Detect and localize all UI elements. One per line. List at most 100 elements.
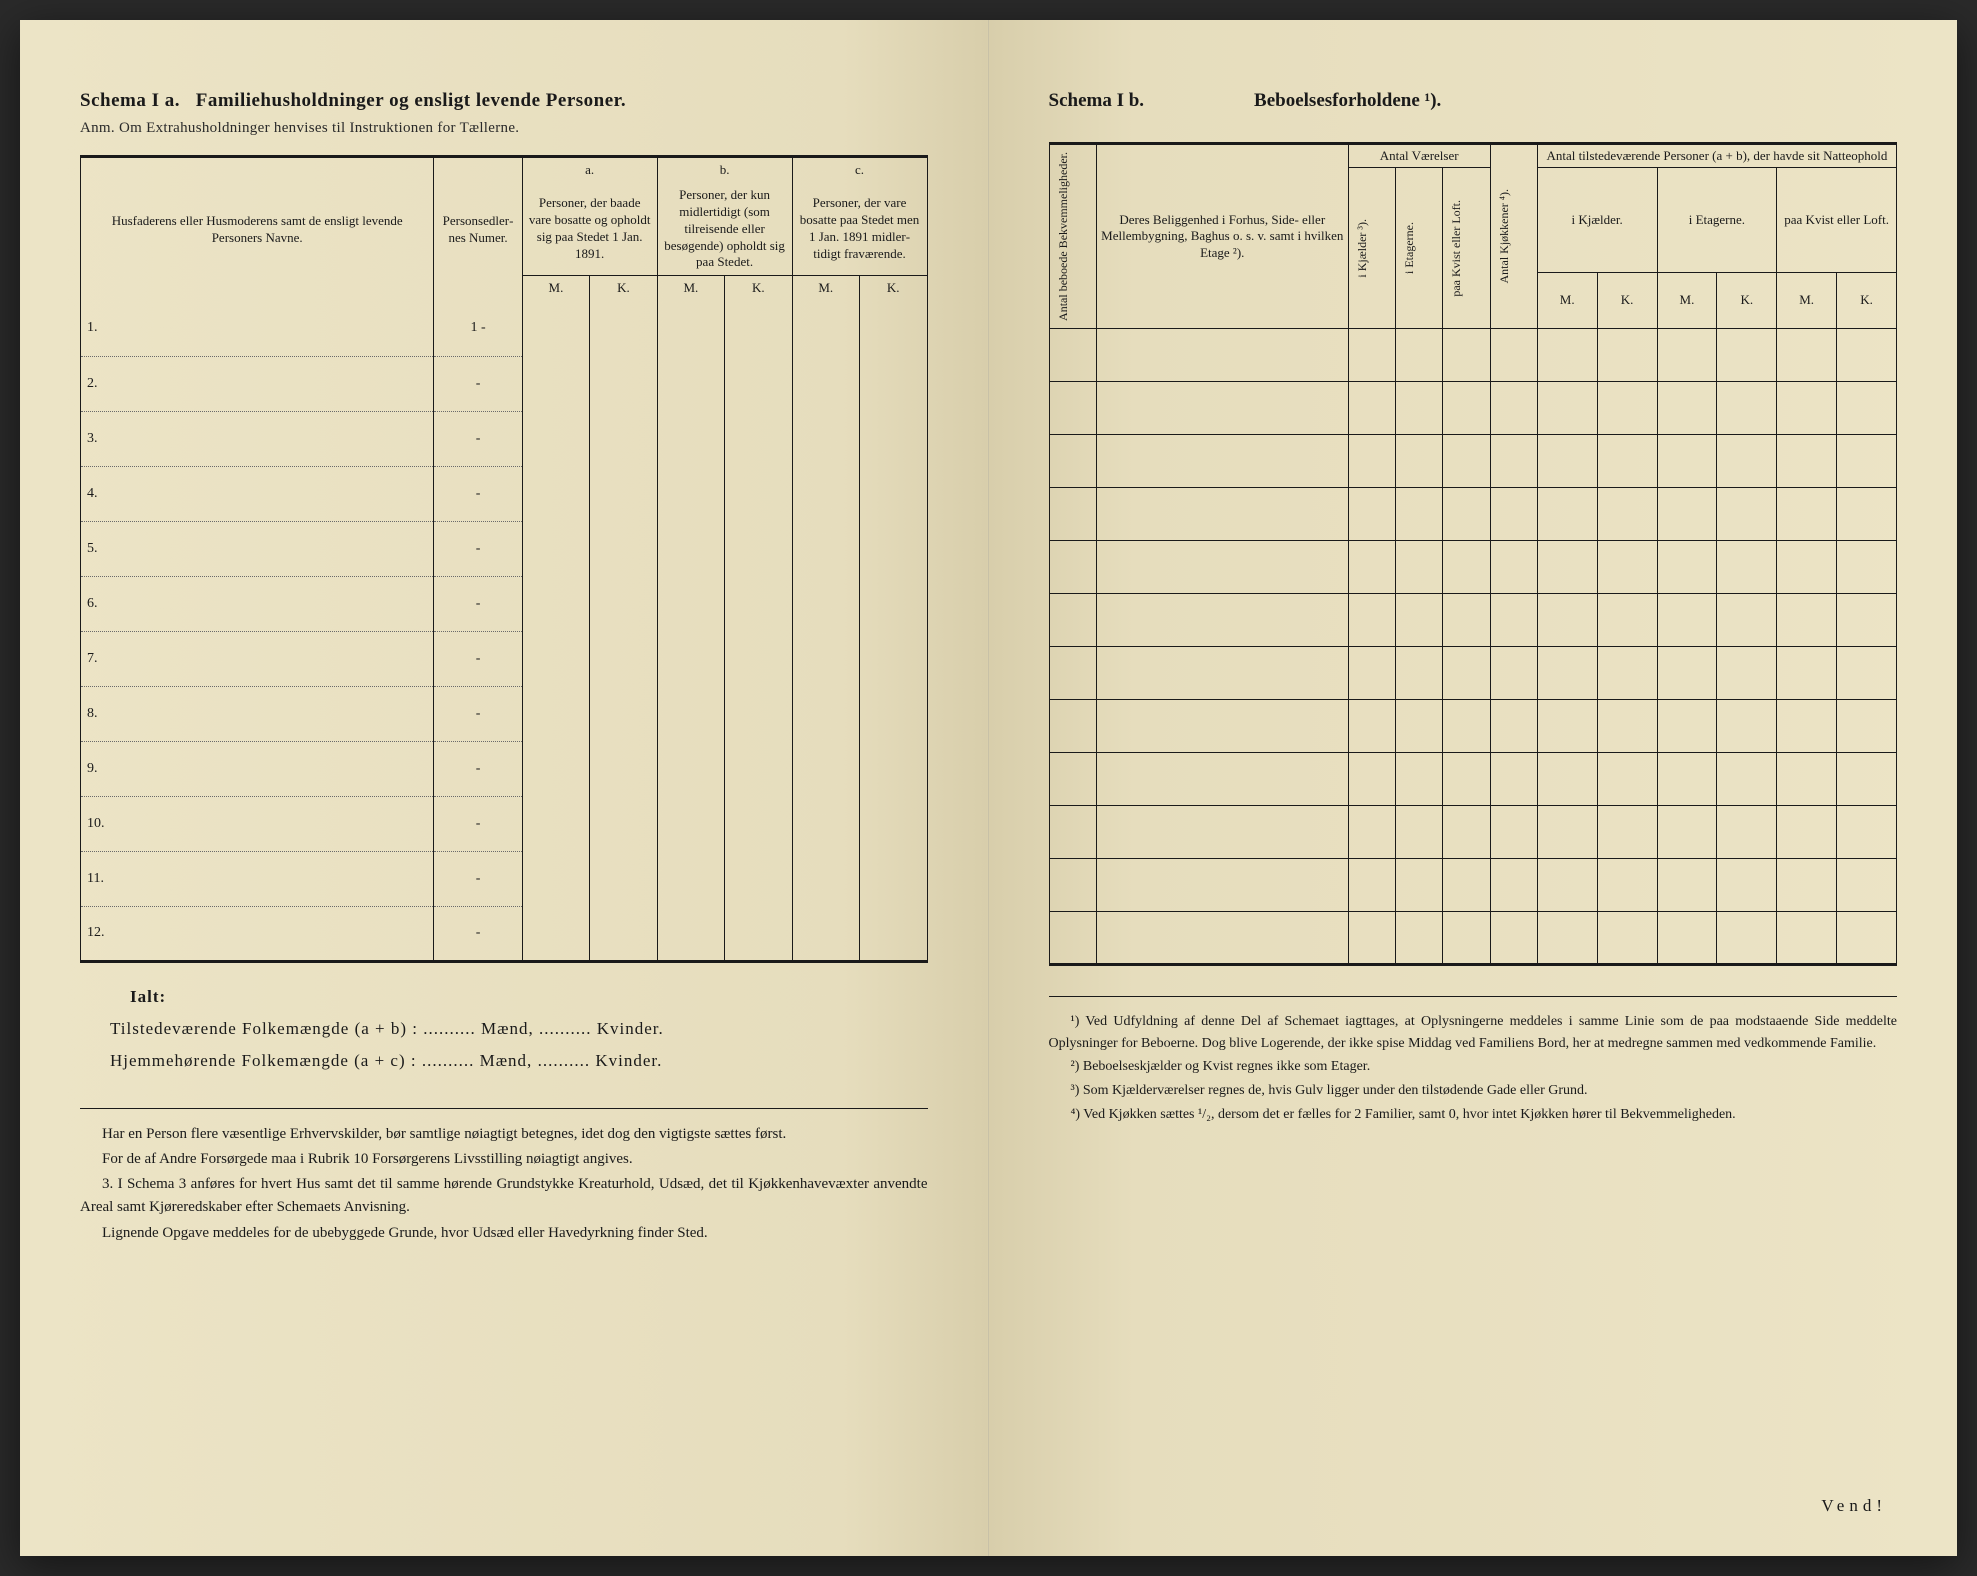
row-numcell: - [434,466,522,521]
census-table-right: Antal beboede Bekvemmeligheder. Deres Be… [1049,142,1898,966]
col-a-desc: Personer, der baade vare bo­satte og oph… [522,183,657,276]
data-cell [859,906,927,961]
data-cell [1657,593,1717,646]
totals-line-2: Hjemmehørende Folkemængde (a + c) : ....… [110,1045,928,1077]
data-cell [859,741,927,796]
data-cell [1096,593,1348,646]
footnote-line: ²) Beboelseskjælder og Kvist regnes ikke… [1049,1056,1898,1078]
data-cell [1717,858,1777,911]
data-cell [590,301,657,356]
row-numcell: - [434,906,522,961]
data-cell [1049,328,1096,381]
table-row [1049,646,1897,699]
col-nat-kv: paa Kvist eller Loft. [1777,168,1897,273]
data-cell [859,576,927,631]
data-cell [792,796,859,851]
row-numcell: - [434,411,522,466]
data-cell [1396,805,1443,858]
data-cell [1597,646,1657,699]
data-cell [725,631,792,686]
data-cell [1396,911,1443,964]
data-cell [657,301,724,356]
data-cell [657,411,724,466]
data-cell [1717,805,1777,858]
row-numcell: - [434,741,522,796]
data-cell [1443,434,1490,487]
nat-kj-m: M. [1537,273,1597,329]
table-row [1049,699,1897,752]
nat-kv-m: M. [1777,273,1837,329]
row-numcell: - [434,631,522,686]
nat-kj-k: K. [1597,273,1657,329]
data-cell [657,356,724,411]
data-cell [1396,858,1443,911]
col-c-desc: Personer, der vare bosatte paa Stedet me… [792,183,927,276]
row-label: 7. [81,631,434,686]
data-cell [1396,487,1443,540]
data-cell [1597,540,1657,593]
data-cell [725,741,792,796]
data-cell [1597,593,1657,646]
data-cell [792,411,859,466]
data-cell [657,631,724,686]
row-numcell: - [434,576,522,631]
data-cell [1657,381,1717,434]
data-cell [522,576,589,631]
right-table-body [1049,328,1897,964]
footnote-line: For de af Andre Forsørgede maa i Rubrik … [80,1148,928,1171]
data-cell [657,466,724,521]
data-cell [1717,646,1777,699]
totals-line-1: Tilstedeværende Folkemængde (a + b) : ..… [110,1013,928,1045]
data-cell [1096,540,1348,593]
data-cell [792,741,859,796]
data-cell [1837,699,1897,752]
census-table-left: Husfaderens eller Husmode­rens samt de e… [80,155,928,963]
table-row [1049,752,1897,805]
row-label: 4. [81,466,434,521]
col-names: Husfaderens eller Husmode­rens samt de e… [81,157,434,302]
data-cell [725,906,792,961]
data-cell [725,796,792,851]
data-cell [1443,381,1490,434]
data-cell [1597,381,1657,434]
footnote-line: ⁴) Ved Kjøkken sættes ¹/₂, dersom det er… [1049,1104,1898,1126]
data-cell [1490,646,1537,699]
data-cell [1396,434,1443,487]
data-cell [1096,911,1348,964]
col-v-kvist: paa Kvist eller Loft. [1443,168,1490,329]
data-cell [1777,646,1837,699]
col-c-m: M. [792,276,859,301]
data-cell [1717,540,1777,593]
data-cell [1657,699,1717,752]
data-cell [1096,434,1348,487]
data-cell [1657,646,1717,699]
data-cell [859,466,927,521]
data-cell [1396,381,1443,434]
data-cell [1443,328,1490,381]
data-cell [657,741,724,796]
col-c-label: c. [792,157,927,183]
table-row [1049,858,1897,911]
data-cell [1597,434,1657,487]
data-cell [1348,911,1395,964]
data-cell [1348,858,1395,911]
data-cell [1348,805,1395,858]
col-kjokkener: Antal Kjøkkener ⁴). [1490,144,1537,329]
row-label: 10. [81,796,434,851]
data-cell [725,521,792,576]
col-b-m: M. [657,276,724,301]
data-cell [859,851,927,906]
data-cell [1490,381,1537,434]
schema-1b-title: Schema I b. Beboelsesforholdene ¹). [1049,90,1898,112]
data-cell [1096,328,1348,381]
data-cell [1537,381,1597,434]
table-row [1049,328,1897,381]
right-page: Schema I b. Beboelsesforholdene ¹). Anta… [989,20,1958,1556]
data-cell [1096,699,1348,752]
data-cell [725,576,792,631]
data-cell [859,686,927,741]
data-cell [1348,540,1395,593]
data-cell [590,851,657,906]
data-cell [1490,487,1537,540]
table-row: 9.- [81,741,928,796]
